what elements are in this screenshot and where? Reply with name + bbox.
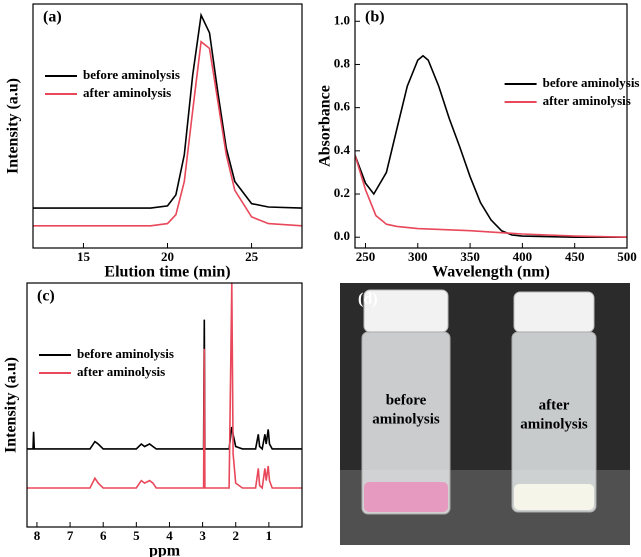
- y-axis-label: Intensity (a.u): [5, 78, 22, 174]
- data-line: [355, 54, 627, 238]
- x-tick-label: 4: [166, 528, 173, 543]
- x-tick-label: 500: [617, 249, 637, 264]
- vial-powder: [364, 482, 448, 512]
- vial-powder: [514, 484, 594, 510]
- plot-panel: (a) Elution time (min) Intensity (a.u) 15 20…: [5, 3, 303, 281]
- x-tick-label: 300: [408, 249, 428, 264]
- data-line: [33, 12, 302, 209]
- x-axis-label: Wavelength (nm): [432, 264, 550, 281]
- y-axis-label: Intensity (a.u): [3, 357, 20, 453]
- vial-label: aminolysis: [520, 416, 588, 432]
- vial-label: after: [539, 397, 570, 413]
- plot-frame: [354, 3, 628, 249]
- data-line: [27, 283, 302, 490]
- x-tick-label: 7: [67, 528, 74, 543]
- legend-label: before aminolysis: [83, 67, 180, 82]
- x-axis-label: Elution time (min): [104, 264, 230, 281]
- panel-label: (d): [358, 291, 378, 308]
- x-tick-label: 2: [232, 528, 239, 543]
- vial-body: [511, 331, 597, 513]
- y-tick-label: 0.0: [334, 228, 350, 243]
- panel-label: (b): [365, 9, 385, 26]
- x-tick-label: 450: [565, 249, 585, 264]
- data-line: [355, 154, 627, 238]
- vial-label: aminolysis: [372, 411, 440, 427]
- y-tick-label: 0.4: [334, 142, 351, 157]
- legend-label: before aminolysis: [77, 346, 174, 361]
- y-tick-label: 0.6: [334, 99, 351, 114]
- x-tick-label: 6: [100, 528, 107, 543]
- legend-label: after aminolysis: [77, 364, 165, 379]
- y-axis-label: Absorbance: [317, 85, 334, 167]
- x-tick-label: 20: [161, 249, 174, 264]
- vial-body: [361, 331, 451, 515]
- plot-frame: [32, 3, 303, 249]
- data-line: [27, 319, 302, 451]
- vial-cap: [513, 291, 595, 333]
- x-tick-label: 400: [513, 249, 533, 264]
- plot-panel: (c) ppm Intensity (a.u) 8 7 6 5 4 3 2 1 before amin…: [3, 282, 303, 557]
- x-axis-label: ppm: [149, 543, 181, 557]
- x-tick-label: 3: [199, 528, 206, 543]
- x-tick-label: 350: [460, 249, 480, 264]
- y-tick-label: 1.0: [334, 12, 350, 27]
- photo-panel: (d) before aminolysis after aminolysis: [340, 283, 630, 545]
- legend-label: before aminolysis: [543, 75, 640, 90]
- x-tick-label: 5: [133, 528, 140, 543]
- x-tick-label: 1: [266, 528, 273, 543]
- x-tick-label: 25: [245, 249, 259, 264]
- panel-label: (a): [43, 9, 62, 26]
- x-tick-label: 250: [356, 249, 376, 264]
- plot-panel: (b) Wavelength (nm) Absorbance 250 300 350 400…: [317, 3, 640, 281]
- x-tick-label: 8: [34, 528, 41, 543]
- vial-label: before: [386, 392, 427, 408]
- panel-label: (c): [37, 288, 55, 305]
- plot-frame: [26, 282, 303, 528]
- legend-label: after aminolysis: [543, 93, 631, 108]
- data-line: [33, 40, 302, 227]
- x-tick-label: 15: [77, 249, 91, 264]
- legend-label: after aminolysis: [83, 85, 171, 100]
- y-tick-label: 0.8: [334, 55, 351, 70]
- y-tick-label: 0.2: [334, 185, 350, 200]
